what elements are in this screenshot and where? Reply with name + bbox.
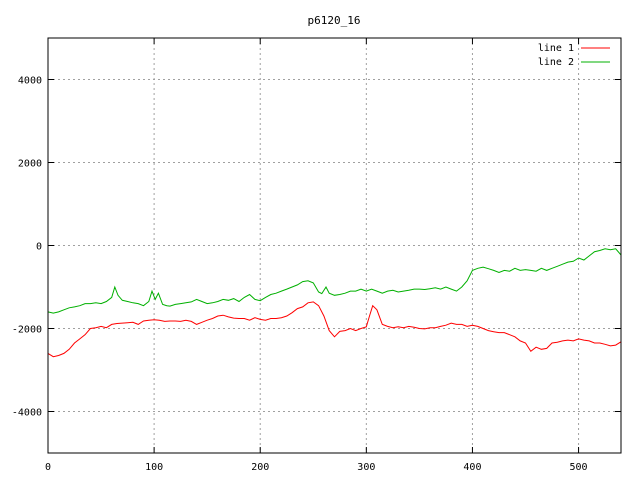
grid-lines [48,38,621,453]
x-tick-label: 300 [357,462,375,473]
x-tick-label: 500 [570,462,588,473]
y-tick-label: 0 [36,242,42,253]
legend: line 1 line 2 [538,43,610,68]
y-tick-label: 4000 [18,76,42,87]
x-tick-label: 100 [145,462,163,473]
legend-label-1: line 1 [538,43,574,54]
x-tick-label: 0 [45,462,51,473]
series-line-1 [47,301,622,358]
axis-ticks: 0 100 200 300 400 500 -4000 -2000 0 2000 4000 [12,38,621,473]
y-tick-label: -4000 [12,408,42,419]
x-tick-label: 400 [463,462,481,473]
y-tick-label: 2000 [18,159,42,170]
legend-label-2: line 2 [538,57,574,68]
x-tick-label: 200 [251,462,269,473]
y-tick-label: -2000 [12,325,42,336]
chart-title: p6120_16 [308,14,361,27]
series-line-2 [47,248,622,314]
series-lines [47,248,622,358]
